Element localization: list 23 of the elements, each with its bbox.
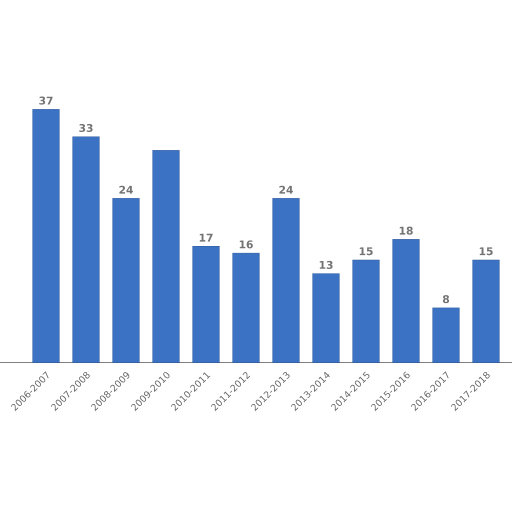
- data-label: 24: [279, 186, 293, 194]
- bar: [432, 308, 460, 363]
- bar: [392, 239, 420, 363]
- data-label: 16: [240, 240, 253, 248]
- bar: [472, 260, 500, 363]
- data-label: 15: [480, 247, 493, 256]
- data-label: 13: [320, 260, 333, 269]
- bar: [312, 273, 340, 363]
- data-label: 18: [400, 226, 413, 235]
- bar: [272, 198, 300, 363]
- data-label: 8: [442, 295, 450, 304]
- data-label: 24: [119, 186, 133, 194]
- bar: [152, 150, 180, 363]
- bar: [352, 260, 380, 363]
- bar: [232, 252, 260, 363]
- bar: [32, 109, 60, 363]
- data-label: 17: [200, 234, 213, 242]
- bar: [112, 198, 140, 363]
- data-label: 37: [39, 96, 53, 105]
- bar: [192, 246, 220, 363]
- bar: [72, 136, 100, 363]
- data-label: 15: [360, 247, 373, 256]
- data-label: 33: [79, 124, 93, 132]
